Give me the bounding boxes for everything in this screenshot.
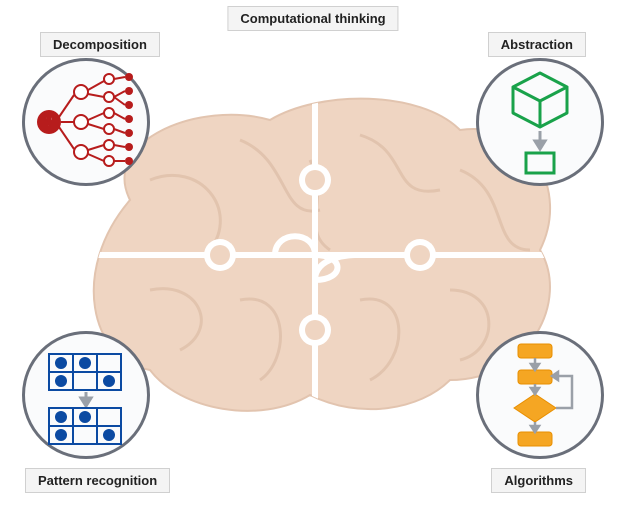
algorithms-label: Algorithms [491,468,586,493]
decomposition-circle: ? [22,58,150,186]
decomposition-label: Decomposition [40,32,160,57]
algorithms-icon [490,338,590,453]
title-label: Computational thinking [227,6,398,31]
pattern-recognition-circle [22,331,150,459]
pattern-recognition-icon [31,340,141,450]
svg-text:?: ? [44,114,54,131]
diagram-canvas: Computational thinking Decomposition Abs… [0,0,626,507]
abstraction-icon [495,67,585,177]
decomposition-icon: ? [31,67,141,177]
abstraction-label: Abstraction [488,32,586,57]
abstraction-circle [476,58,604,186]
pattern-recognition-label: Pattern recognition [25,468,170,493]
algorithms-circle [476,331,604,459]
